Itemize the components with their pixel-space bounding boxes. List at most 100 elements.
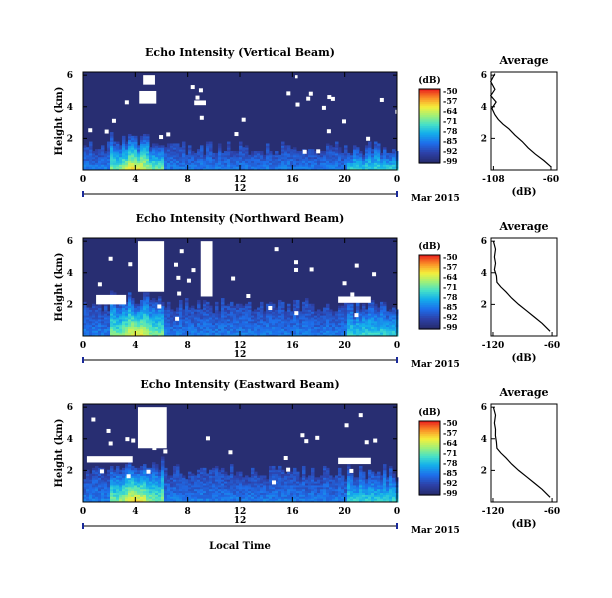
echo-cell <box>230 492 234 495</box>
echo-cell <box>176 481 180 484</box>
echo-cell <box>332 492 336 495</box>
echo-cell <box>200 322 204 326</box>
echo-cell <box>311 154 315 158</box>
echo-cell <box>287 145 291 148</box>
echo-cell <box>302 477 306 480</box>
echo-cell <box>140 494 144 497</box>
echo-cell <box>248 311 252 314</box>
echo-cell <box>161 305 165 309</box>
echo-cell <box>170 160 174 163</box>
colorbar-tick-label: -71 <box>443 282 457 292</box>
echo-cell <box>245 322 249 326</box>
echo-cell <box>278 311 282 314</box>
echo-cell <box>125 151 129 154</box>
echo-cell <box>206 156 210 160</box>
colorbar-segment <box>419 308 440 312</box>
echo-cell <box>368 494 372 497</box>
echo-cell <box>260 301 264 305</box>
echo-cell <box>128 298 132 301</box>
echo-cell <box>245 334 249 337</box>
echo-cell <box>308 156 312 160</box>
echo-cell <box>242 484 246 488</box>
echo-cell <box>356 481 360 484</box>
echo-cell <box>227 141 231 144</box>
echo-cell <box>317 168 321 171</box>
echo-cell <box>290 160 294 163</box>
echo-cell <box>110 307 114 310</box>
echo-cell <box>230 313 234 316</box>
echo-cell <box>368 330 372 333</box>
echo-cell <box>389 326 393 329</box>
echo-cell <box>197 494 201 497</box>
echo-cell <box>122 467 126 471</box>
echo-cell <box>287 160 291 163</box>
echo-cell <box>233 484 237 488</box>
echo-cell <box>353 151 357 154</box>
echo-cell <box>176 315 180 318</box>
echo-cell <box>224 151 228 154</box>
echo-cell <box>254 330 258 333</box>
echo-cell <box>107 145 111 148</box>
echo-cell <box>197 164 201 167</box>
echo-cell <box>173 145 177 148</box>
echo-cell <box>347 315 351 318</box>
echo-cell <box>122 469 126 473</box>
echo-cell <box>137 498 141 501</box>
echo-cell <box>197 332 201 335</box>
echo-cell <box>392 307 396 310</box>
echo-cell <box>287 164 291 167</box>
echo-cell <box>116 328 120 331</box>
echo-cell <box>347 464 351 467</box>
echo-cell <box>383 477 387 480</box>
echo-cell <box>107 326 111 329</box>
echo-cell <box>254 477 258 480</box>
echo-cell <box>365 162 369 165</box>
echo-cell <box>125 152 129 156</box>
echo-cell <box>152 475 156 478</box>
echo-cell <box>101 324 105 328</box>
echo-cell <box>215 490 219 494</box>
echo-cell <box>308 318 312 322</box>
echo-cell <box>113 147 117 150</box>
echo-cell <box>347 160 351 163</box>
echo-cell <box>119 164 123 167</box>
echo-cell <box>194 309 198 312</box>
echo-cell <box>131 322 135 326</box>
echo-cell <box>251 317 255 320</box>
echo-cell <box>116 475 120 478</box>
echo-cell <box>275 475 279 478</box>
echo-cell <box>248 160 252 163</box>
echo-cell <box>359 473 363 476</box>
echo-cell <box>98 149 102 152</box>
echo-cell <box>365 498 369 501</box>
echo-cell <box>245 147 249 150</box>
echo-cell <box>260 156 264 160</box>
echo-cell <box>152 484 156 488</box>
echo-cell <box>128 500 132 503</box>
echo-cell <box>263 481 267 484</box>
echo-cell <box>227 305 231 309</box>
echo-cell <box>122 168 126 171</box>
echo-cell <box>98 469 102 473</box>
echo-cell <box>293 303 297 307</box>
echo-cell <box>323 162 327 165</box>
echo-cell <box>239 147 243 150</box>
colorbar-segment <box>419 103 440 107</box>
echo-cell <box>374 328 378 331</box>
echo-cell <box>227 496 231 499</box>
echo-cell <box>269 486 273 490</box>
echo-cell <box>392 324 396 328</box>
echo-cell <box>383 464 387 467</box>
echo-cell <box>86 486 90 490</box>
echo-cell <box>161 483 165 486</box>
echo-cell <box>335 147 339 150</box>
echo-cell <box>371 307 375 310</box>
echo-cell <box>245 149 249 152</box>
echo-cell <box>143 139 147 143</box>
echo-cell <box>248 166 252 169</box>
echo-cell <box>170 330 174 333</box>
echo-cell <box>107 156 111 160</box>
echo-cell <box>311 492 315 495</box>
echo-cell <box>113 318 117 322</box>
echo-cell <box>239 318 243 322</box>
